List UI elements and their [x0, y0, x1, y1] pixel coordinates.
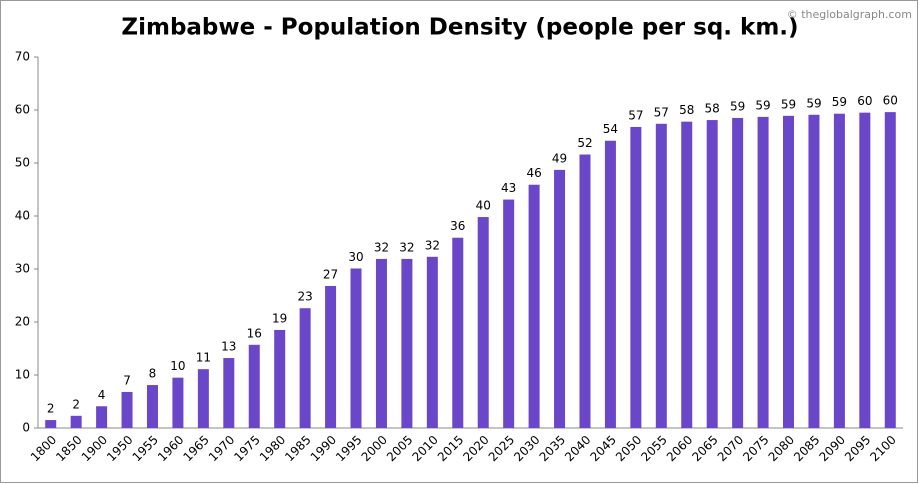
value-label: 8: [149, 367, 157, 381]
value-label: 40: [476, 199, 491, 213]
bar: [630, 126, 642, 429]
bar: [503, 199, 515, 428]
value-label: 58: [679, 103, 694, 117]
bar: [172, 377, 184, 428]
y-tick-label: 60: [15, 103, 30, 117]
value-label: 32: [425, 238, 440, 252]
bar: [579, 154, 591, 428]
value-label: 59: [806, 96, 821, 110]
value-label: 36: [450, 219, 465, 233]
chart-title: Zimbabwe - Population Density (people pe…: [121, 15, 798, 41]
bar: [604, 140, 616, 429]
bar: [223, 358, 235, 428]
value-label: 4: [98, 388, 106, 402]
value-label: 32: [399, 240, 414, 254]
value-label: 59: [832, 95, 847, 109]
bar: [299, 308, 311, 428]
bar: [401, 258, 413, 428]
bar: [808, 114, 820, 429]
bar: [655, 123, 667, 428]
value-label: 59: [730, 99, 745, 113]
value-label: 10: [170, 359, 185, 373]
bar: [732, 117, 744, 428]
bar: [350, 268, 362, 428]
value-label: 11: [196, 351, 211, 365]
value-label: 30: [348, 250, 363, 264]
bar: [146, 385, 158, 428]
bar: [96, 406, 108, 428]
value-label: 2: [72, 397, 80, 411]
value-label: 23: [297, 290, 312, 304]
value-label: 57: [654, 105, 669, 119]
value-label: 2: [47, 402, 55, 416]
watermark: © theglobalgraph.com: [787, 8, 912, 21]
bar: [248, 344, 260, 428]
bar: [833, 113, 845, 429]
bar: [452, 237, 464, 428]
bar: [859, 112, 871, 429]
value-label: 49: [552, 151, 567, 165]
value-label: 59: [781, 97, 796, 111]
value-label: 60: [857, 94, 872, 108]
bar: [121, 391, 133, 428]
bar: [706, 120, 718, 428]
bar: [757, 116, 769, 428]
bar: [375, 258, 387, 428]
bar: [681, 121, 693, 428]
y-tick-label: 30: [15, 262, 30, 276]
value-label: 58: [705, 102, 720, 116]
bar: [884, 112, 896, 429]
bar: [197, 369, 209, 428]
value-label: 27: [323, 267, 338, 281]
value-label: 7: [123, 373, 131, 387]
bar: [45, 420, 57, 428]
bar: [528, 184, 540, 428]
y-tick-label: 40: [15, 209, 30, 223]
value-label: 54: [603, 122, 618, 136]
y-tick-label: 0: [22, 421, 30, 435]
value-label: 60: [883, 94, 898, 108]
y-tick-label: 70: [15, 50, 30, 64]
value-label: 43: [501, 181, 516, 195]
value-label: 57: [628, 108, 643, 122]
value-label: 59: [755, 98, 770, 112]
value-label: 46: [526, 166, 541, 180]
bar: [426, 256, 438, 428]
y-tick-label: 50: [15, 156, 30, 170]
y-tick-label: 10: [15, 368, 30, 382]
bar: [274, 329, 286, 428]
y-tick-label: 20: [15, 315, 30, 329]
value-label: 19: [272, 311, 287, 325]
bar: [70, 415, 82, 428]
value-label: 13: [221, 340, 236, 354]
bar: [783, 115, 795, 428]
bar: [554, 169, 566, 428]
bar: [477, 217, 489, 428]
value-label: 32: [374, 240, 389, 254]
bar: [325, 285, 337, 428]
value-label: 52: [577, 136, 592, 150]
value-label: 16: [247, 326, 262, 340]
